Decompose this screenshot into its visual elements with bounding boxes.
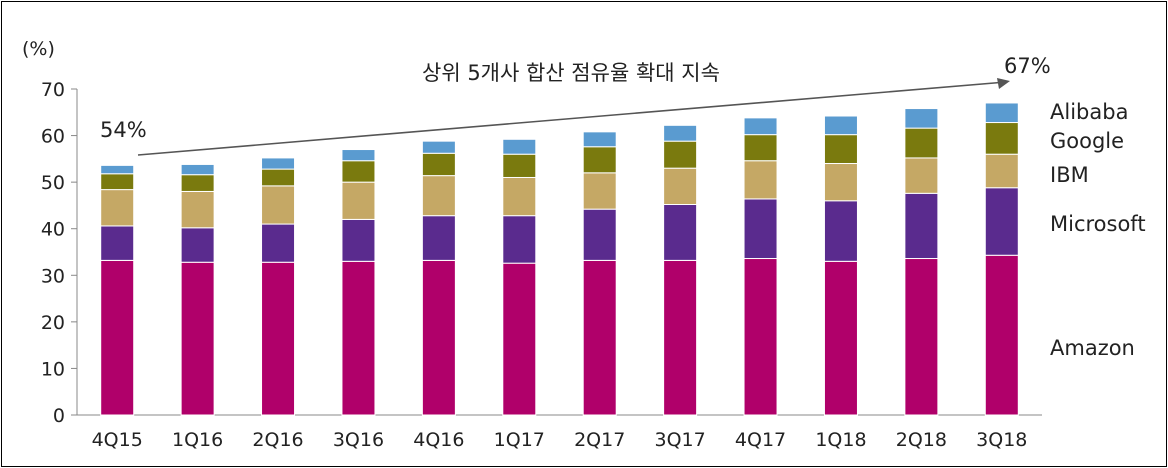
bar-segment-alibaba xyxy=(582,131,617,148)
y-tick-label: 20 xyxy=(41,312,65,334)
bar-segment-microsoft xyxy=(261,223,296,263)
bar-segment-google xyxy=(180,174,215,192)
bar-segment-microsoft xyxy=(823,200,858,262)
y-tick-label: 30 xyxy=(41,265,65,287)
bar-segment-microsoft xyxy=(984,187,1019,256)
bar-segment-ibm xyxy=(180,190,215,229)
bar-segment-alibaba xyxy=(261,157,296,170)
bar-segment-alibaba xyxy=(341,149,376,162)
bar-segment-ibm xyxy=(502,176,537,217)
y-tick-label: 0 xyxy=(53,405,65,427)
bar-segment-ibm xyxy=(823,163,858,202)
bar-segment-alibaba xyxy=(502,138,537,155)
trend-arrow xyxy=(137,81,1007,156)
legend-label-amazon: Amazon xyxy=(1050,336,1135,360)
bar-segment-google xyxy=(823,134,858,165)
bar-segment-google xyxy=(421,152,456,177)
bar-segment-ibm xyxy=(341,181,376,220)
x-tick-label: 1Q16 xyxy=(172,429,223,451)
y-tick-label: 10 xyxy=(41,358,65,380)
y-axis: 0 10 20 30 40 50 60 70 xyxy=(41,79,78,427)
legend-label-microsoft: Microsoft xyxy=(1050,212,1146,236)
x-tick-label: 4Q15 xyxy=(92,429,143,451)
trend-annotation: 상위 5개사 합산 점유율 확대 지속 xyxy=(422,61,720,85)
bar-segment-amazon xyxy=(100,259,135,416)
bar-segment-google xyxy=(502,153,537,178)
bar-segment-microsoft xyxy=(100,225,135,261)
bar-segment-ibm xyxy=(421,175,456,217)
x-tick-label: 4Q16 xyxy=(413,429,464,451)
bar-segment-amazon xyxy=(421,259,456,416)
bar-segment-alibaba xyxy=(904,108,939,129)
bar-segment-microsoft xyxy=(904,192,939,260)
bars xyxy=(100,102,1019,416)
bar-segment-google xyxy=(663,140,698,169)
bar-segment-microsoft xyxy=(502,215,537,264)
bar-segment-ibm xyxy=(984,153,1019,189)
bar-segment-ibm xyxy=(663,167,698,205)
x-tick-label: 2Q16 xyxy=(252,429,303,451)
bar-segment-alibaba xyxy=(100,164,135,175)
bar-segment-amazon xyxy=(743,258,778,416)
x-axis: 4Q15 1Q16 2Q16 3Q16 4Q16 1Q17 2Q17 3Q17 4Q17 1Q18… xyxy=(77,414,1042,451)
bar-segment-google xyxy=(341,160,376,183)
x-tick-label: 3Q16 xyxy=(333,429,384,451)
y-tick-label: 50 xyxy=(41,172,65,194)
bar-segment-ibm xyxy=(261,185,296,225)
bar-segment-alibaba xyxy=(180,163,215,176)
bar-segment-amazon xyxy=(582,259,617,416)
end-share-label: 67% xyxy=(1004,54,1051,78)
start-share-label: 54% xyxy=(100,118,147,142)
bar-segment-amazon xyxy=(502,262,537,416)
x-tick-label: 1Q18 xyxy=(815,429,866,451)
bar-segment-google xyxy=(582,146,617,174)
bar-segment-amazon xyxy=(663,259,698,416)
bar-segment-ibm xyxy=(904,157,939,194)
bar-segment-ibm xyxy=(582,172,617,210)
bar-segment-microsoft xyxy=(582,208,617,261)
bar-segment-microsoft xyxy=(341,218,376,262)
bar-segment-microsoft xyxy=(421,215,456,261)
legend-label-google: Google xyxy=(1050,129,1124,153)
bar-segment-google xyxy=(904,127,939,159)
x-tick-label: 2Q17 xyxy=(574,429,625,451)
y-tick-label: 40 xyxy=(41,219,65,241)
annotations: (%) 상위 5개사 합산 점유율 확대 지속 54% 67% xyxy=(22,38,1051,156)
bar-segment-google xyxy=(743,134,778,162)
x-tick-label: 3Q17 xyxy=(655,429,706,451)
x-tick-label: 3Q18 xyxy=(976,429,1027,451)
bar-segment-microsoft xyxy=(663,203,698,261)
legend: Amazon Microsoft IBM Google Alibaba xyxy=(1050,100,1146,360)
bar-segment-google xyxy=(984,122,1019,155)
y-tick-label: 60 xyxy=(41,126,65,148)
trend-arrowhead xyxy=(997,78,1010,89)
x-tick-label: 4Q17 xyxy=(735,429,786,451)
bar-segment-amazon xyxy=(984,254,1019,416)
x-tick-label: 1Q17 xyxy=(494,429,545,451)
y-tick-label: 70 xyxy=(41,79,65,101)
bar-segment-microsoft xyxy=(743,198,778,260)
legend-label-alibaba: Alibaba xyxy=(1050,100,1128,124)
bar-segment-ibm xyxy=(743,160,778,200)
bar-segment-alibaba xyxy=(663,124,698,142)
bar-segment-microsoft xyxy=(180,227,215,263)
bar-segment-alibaba xyxy=(743,117,778,136)
bar-segment-amazon xyxy=(823,260,858,416)
bar-segment-alibaba xyxy=(823,115,858,136)
bar-segment-alibaba xyxy=(984,102,1019,124)
x-tick-label: 2Q18 xyxy=(896,429,947,451)
bar-segment-amazon xyxy=(904,258,939,416)
bar-segment-alibaba xyxy=(421,140,456,154)
bar-segment-google xyxy=(100,173,135,191)
bar-segment-amazon xyxy=(261,261,296,416)
bar-segment-ibm xyxy=(100,189,135,227)
y-unit-label: (%) xyxy=(22,38,55,60)
bar-segment-amazon xyxy=(341,260,376,416)
bar-segment-google xyxy=(261,168,296,187)
bar-segment-amazon xyxy=(180,261,215,416)
legend-label-ibm: IBM xyxy=(1050,163,1089,187)
